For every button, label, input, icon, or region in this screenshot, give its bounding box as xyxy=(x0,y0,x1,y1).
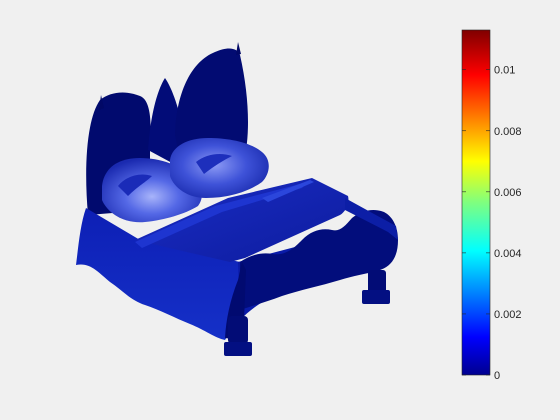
colorbar-tick-label: 0.008 xyxy=(494,126,522,138)
colorbar: 0 0.002 0.004 0.006 0.008 0.01 xyxy=(461,29,522,382)
mattress-top xyxy=(135,178,349,262)
headboard-middle-panel xyxy=(148,78,185,170)
headboard-finial-left xyxy=(99,95,104,110)
colorbar-tick-label: 0 xyxy=(494,370,500,382)
colorbar-tick-label: 0.002 xyxy=(494,309,522,321)
pillow-right xyxy=(170,138,269,198)
bed-leg-front-right-foot xyxy=(362,290,390,304)
pillow-left-crease xyxy=(118,174,152,196)
colorbar-tick-label: 0.01 xyxy=(494,65,515,77)
headboard-right-panel xyxy=(175,48,248,165)
sheet-ridge xyxy=(262,180,314,202)
colorbar-tick-label: 0.004 xyxy=(494,248,522,260)
bed-leg-front-right xyxy=(368,270,386,294)
pillow-right-crease xyxy=(196,154,232,174)
colorbar-gradient xyxy=(461,29,491,376)
bed-skirt-left xyxy=(76,208,240,340)
colorbar-ticks: 0 0.002 0.004 0.006 0.008 0.01 xyxy=(462,65,522,382)
colorbar-tick-label: 0.006 xyxy=(494,187,522,199)
bed-leg-front-left xyxy=(228,316,248,344)
side-rail-right xyxy=(345,198,398,240)
bed-leg-front-left-foot xyxy=(224,342,252,356)
footboard-right xyxy=(240,210,398,310)
headboard-finial-right xyxy=(236,42,241,55)
bed-surface xyxy=(76,42,398,356)
